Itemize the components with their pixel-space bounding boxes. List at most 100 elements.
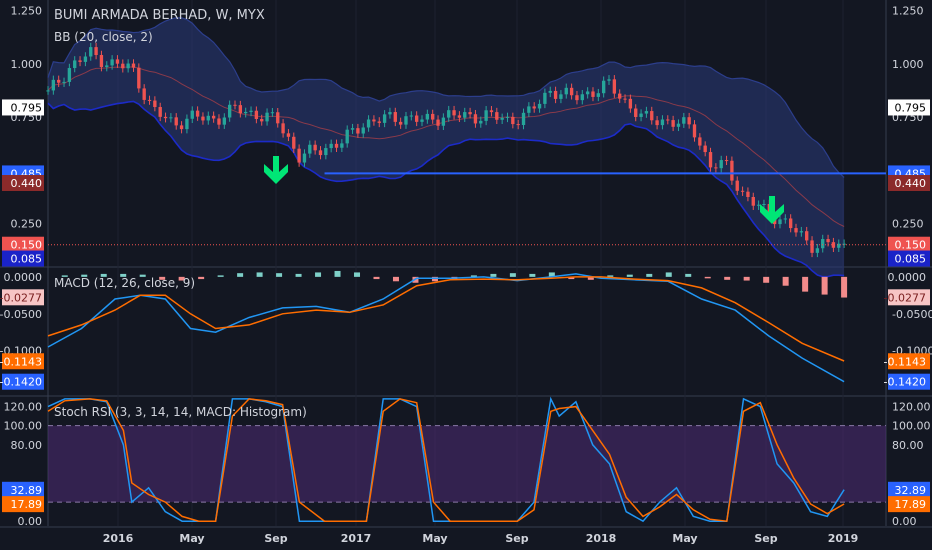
macd-histogram-bar xyxy=(159,276,166,280)
candle-body xyxy=(553,90,558,99)
candle-body xyxy=(179,125,184,130)
candle-body xyxy=(618,93,622,99)
candle-body xyxy=(163,116,168,119)
candle-body xyxy=(201,116,205,121)
y-tick-label-left: -0.0500 xyxy=(0,308,42,321)
candle-body xyxy=(821,239,825,249)
price-badge-text: 17.89 xyxy=(11,498,43,511)
candle-body xyxy=(425,113,430,120)
candle-body xyxy=(639,113,643,117)
candle-body xyxy=(655,120,659,126)
y-tick-label-left: 100.00 xyxy=(4,420,43,433)
x-tick-label: Sep xyxy=(754,532,777,545)
candle-body xyxy=(158,107,162,117)
candle-body xyxy=(356,128,360,134)
candle-body xyxy=(740,190,745,192)
candle-body xyxy=(479,120,483,124)
x-tick-label: Sep xyxy=(264,532,287,545)
price-badge-text: 0.795 xyxy=(11,101,43,114)
candle-body xyxy=(131,63,136,68)
stoch-d-line xyxy=(47,398,845,523)
price-badge-left xyxy=(2,250,44,267)
candle-body xyxy=(489,110,494,113)
macd-histogram-bar xyxy=(237,273,244,277)
candle-body xyxy=(837,243,841,248)
y-tick-label-right: 1.250 xyxy=(892,5,924,18)
price-badge-right xyxy=(888,175,930,192)
y-tick-label-left: 120.00 xyxy=(4,401,43,414)
candle-body xyxy=(270,112,275,114)
macd-histogram-bar xyxy=(61,275,68,277)
candle-body xyxy=(794,228,798,233)
candle-body xyxy=(692,124,697,138)
price-badge-text: 0.150 xyxy=(11,239,43,252)
candle-body xyxy=(484,110,488,121)
candle-body xyxy=(222,117,226,125)
x-tick-label: Sep xyxy=(505,532,528,545)
stoch-band-fill xyxy=(48,425,886,503)
macd-histogram-bar xyxy=(217,275,224,277)
candle-body xyxy=(409,115,413,117)
stoch-rsi-indicator-label[interactable]: Stoch RSI (3, 3, 14, 14, MACD: Histogram… xyxy=(54,405,307,419)
candle-body xyxy=(302,153,307,163)
price-badge-right xyxy=(888,268,930,285)
macd-histogram-bar xyxy=(139,274,146,277)
price-badge-text: 0.440 xyxy=(895,177,927,190)
price-badge-text: 32.89 xyxy=(895,484,927,497)
macd-histogram-bar xyxy=(763,276,770,283)
chart-title: BUMI ARMADA BERHAD, W, MYX xyxy=(54,8,265,23)
down-arrow-icon xyxy=(760,196,784,224)
macd-histogram-bar xyxy=(392,276,399,282)
candle-body xyxy=(431,113,435,120)
candle-body xyxy=(276,112,280,124)
candle-body xyxy=(340,143,344,148)
candle-body xyxy=(543,92,547,104)
candle-body xyxy=(730,160,734,181)
candle-body xyxy=(388,112,392,115)
candle-body xyxy=(238,105,243,114)
macd-histogram-bar xyxy=(334,270,341,277)
candle-body xyxy=(153,100,157,108)
candle-body xyxy=(682,117,686,124)
candle-body xyxy=(265,112,269,122)
candle-body xyxy=(698,137,702,146)
price-badge-text: 0.085 xyxy=(895,253,927,266)
macd-indicator-label[interactable]: MACD (12, 26, close, 9) xyxy=(54,276,196,290)
candle-body xyxy=(281,123,285,134)
candle-body xyxy=(51,79,56,91)
candle-body xyxy=(227,104,232,118)
macd-histogram-bar xyxy=(431,276,438,282)
macd-histogram-bar xyxy=(295,273,302,277)
macd-histogram-bar xyxy=(315,272,322,277)
candle-body xyxy=(147,99,152,101)
candle-body xyxy=(548,90,552,93)
candle-body xyxy=(650,111,654,121)
x-tick-label: May xyxy=(422,532,447,545)
macd-histogram-bar xyxy=(256,272,263,277)
candle-body xyxy=(660,119,665,126)
candle-body xyxy=(350,128,355,130)
price-badge-left xyxy=(2,236,44,253)
macd-histogram-bar xyxy=(178,276,185,281)
candle-body xyxy=(815,248,820,253)
candle-body xyxy=(420,119,424,122)
candle-body xyxy=(628,98,633,109)
macd-histogram-bar xyxy=(548,272,555,277)
macd-histogram-bar xyxy=(276,273,283,277)
bb-indicator-label[interactable]: BB (20, close, 2) xyxy=(54,30,153,44)
candle-body xyxy=(746,191,750,197)
price-badge-right xyxy=(888,496,930,513)
candle-body xyxy=(826,239,830,243)
candle-body xyxy=(676,123,681,127)
price-badge-right xyxy=(888,289,930,306)
y-tick-label-left: 80.00 xyxy=(11,439,43,452)
candle-body xyxy=(724,160,729,162)
candle-body xyxy=(575,95,579,101)
candle-body xyxy=(308,144,312,154)
candle-body xyxy=(447,110,451,118)
macd-line xyxy=(47,273,845,383)
price-badge-text: -0.1143 xyxy=(884,355,926,368)
candle-body xyxy=(591,91,595,97)
candle-body xyxy=(121,63,125,69)
